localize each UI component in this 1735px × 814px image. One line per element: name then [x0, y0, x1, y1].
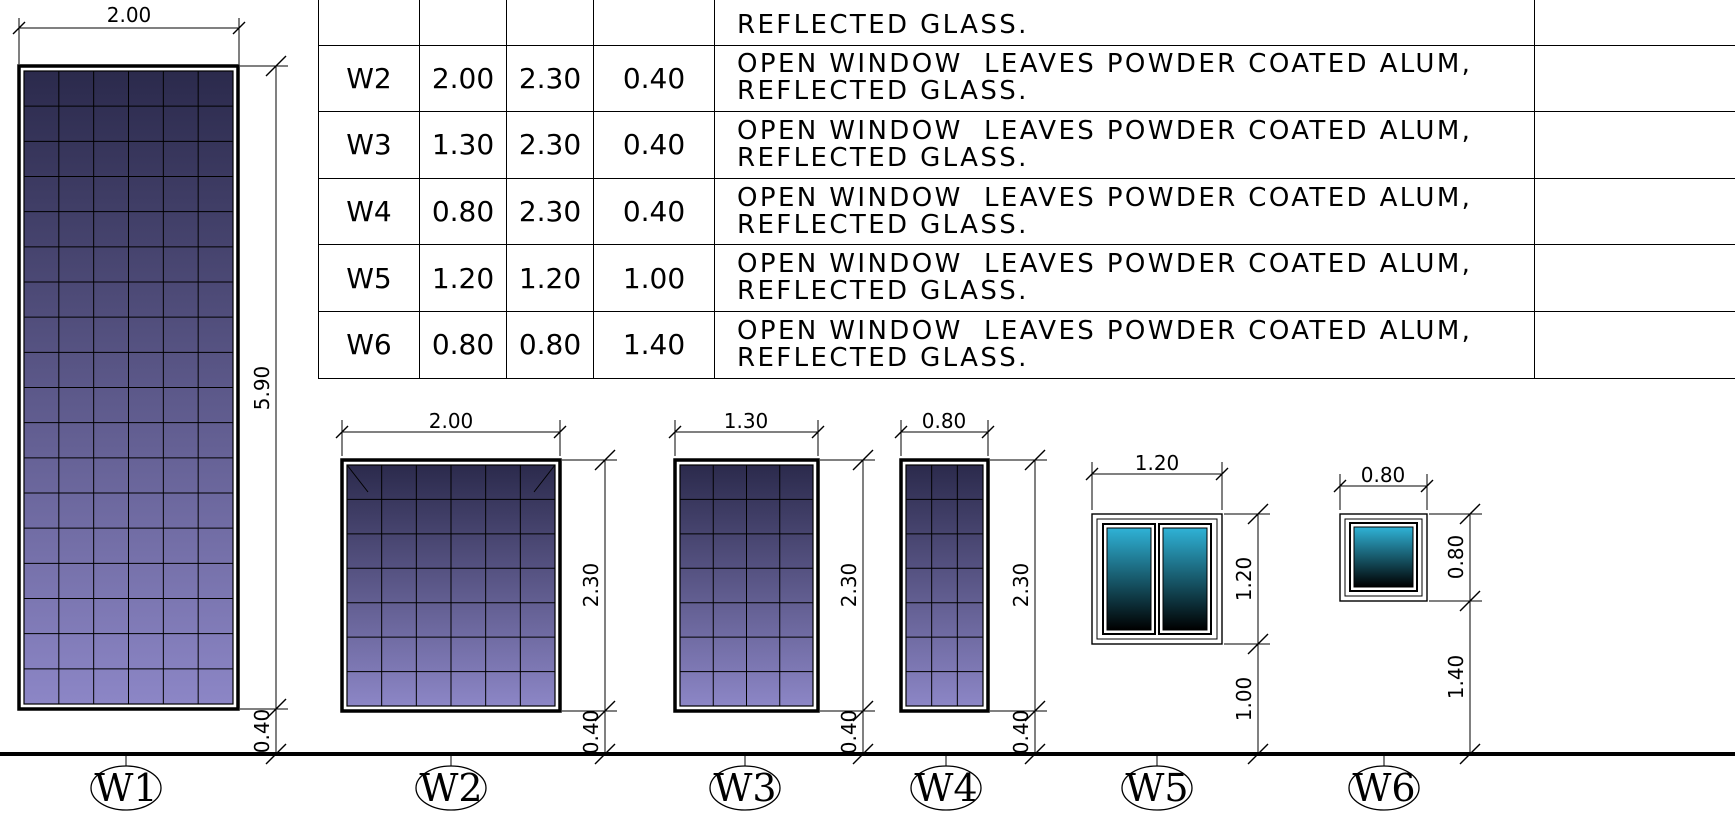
window-sash-right	[1158, 523, 1212, 635]
schedule-cell	[506, 0, 594, 46]
schedule-row: W6 0.80 0.80 1.40 OPEN WINDOW LEAVES POW…	[318, 310, 1735, 379]
dimension-tick	[1247, 743, 1269, 765]
description-line: OPEN WINDOW LEAVES POWDER COATED ALUM,	[737, 115, 1473, 146]
schedule-cell-sill: 0.40	[593, 111, 715, 179]
schedule-cell-sill: 1.00	[593, 244, 715, 312]
window-glass-clear	[1353, 526, 1414, 588]
sill-dimension-label: 0.40	[837, 710, 861, 755]
dimension-tick	[594, 743, 616, 765]
window-tag-label: W5	[1125, 766, 1188, 810]
window-tag-label: W2	[419, 766, 482, 810]
window-elevation-w6: 0.80 0.80 1.40 W6	[1333, 463, 1482, 811]
schedule-cell-description: OPEN WINDOW LEAVES POWDER COATED ALUM, RE…	[714, 177, 1535, 246]
schedule-cell-remark	[1534, 111, 1735, 179]
glazing-grid	[680, 465, 813, 706]
schedule-cell-height: 2.30	[506, 111, 594, 179]
schedule-cell-remark	[1534, 310, 1735, 379]
height-dimension-label: 0.80	[1444, 535, 1468, 580]
window-elevation-w4: 0.80 2.30 0.40 W4	[894, 409, 1047, 811]
window-elevation-w1: 2.00 5.90 0.40 W1	[12, 3, 288, 811]
window-sash-left	[1102, 523, 1156, 635]
schedule-cell-remark	[1534, 44, 1735, 113]
window-sash	[1349, 522, 1418, 592]
dimension-tick	[265, 743, 287, 765]
schedule-row: W3 1.30 2.30 0.40 OPEN WINDOW LEAVES POW…	[318, 111, 1735, 179]
dimension-tick	[1024, 743, 1046, 765]
window-elevation-w5: 1.20 1.20 1.00 W5	[1085, 451, 1270, 811]
schedule-cell-code: W6	[318, 310, 420, 379]
window-frame	[673, 458, 820, 713]
sill-dimension-label: 0.40	[250, 709, 274, 754]
schedule-cell-height: 1.20	[506, 244, 594, 312]
dimension-tick	[1459, 743, 1481, 765]
window-glass-clear	[1162, 527, 1208, 631]
description-line: OPEN WINDOW LEAVES POWDER COATED ALUM,	[737, 182, 1473, 213]
window-schedule-table: REFLECTED GLASS. W2 2.00 2.30 0.40 OPEN …	[318, 0, 1735, 379]
schedule-cell-width: 1.30	[419, 111, 507, 179]
height-dimension-label: 2.30	[579, 563, 603, 608]
schedule-cell-width: 1.20	[419, 244, 507, 312]
schedule-cell-sill: 0.40	[593, 44, 715, 113]
description-line: REFLECTED GLASS.	[737, 9, 1029, 40]
description-line: OPEN WINDOW LEAVES POWDER COATED ALUM,	[737, 49, 1473, 80]
dimension-tick	[852, 743, 874, 765]
height-dimension-label: 2.30	[1009, 563, 1033, 608]
height-dimension-label: 5.90	[250, 366, 274, 411]
glazing-grid	[347, 465, 555, 706]
description-line: REFLECTED GLASS.	[737, 76, 1029, 107]
window-frame	[899, 458, 990, 713]
window-tag-label: W1	[94, 766, 157, 810]
schedule-cell-width: 0.80	[419, 177, 507, 246]
description-line: REFLECTED GLASS.	[737, 209, 1029, 240]
width-dimension-label: 2.00	[107, 3, 152, 27]
sill-dimension-label: 0.40	[1009, 710, 1033, 755]
schedule-cell-remark	[1534, 244, 1735, 312]
width-dimension-label: 1.30	[724, 409, 769, 433]
schedule-cell-height: 0.80	[506, 310, 594, 379]
width-dimension-label: 1.20	[1135, 451, 1180, 475]
schedule-cell-code: W4	[318, 177, 420, 246]
description-line: REFLECTED GLASS.	[737, 276, 1029, 307]
schedule-cell-sill: 0.40	[593, 177, 715, 246]
description-line: REFLECTED GLASS.	[737, 342, 1029, 373]
description-line: REFLECTED GLASS.	[737, 142, 1029, 173]
window-tag-label: W3	[713, 766, 776, 810]
window-frame-inner	[1344, 518, 1423, 597]
window-tag-label: W6	[1352, 766, 1415, 810]
schedule-row: W4 0.80 2.30 0.40 OPEN WINDOW LEAVES POW…	[318, 177, 1735, 246]
description-line: OPEN WINDOW LEAVES POWDER COATED ALUM,	[737, 249, 1473, 280]
schedule-row: W5 1.20 1.20 1.00 OPEN WINDOW LEAVES POW…	[318, 244, 1735, 312]
window-elevation-w2: 2.00 2.30 0.40 W2	[335, 409, 617, 811]
window-frame-inner	[1096, 518, 1218, 640]
description-line: OPEN WINDOW LEAVES POWDER COATED ALUM,	[737, 315, 1473, 346]
schedule-cell-description: OPEN WINDOW LEAVES POWDER COATED ALUM, RE…	[714, 310, 1535, 379]
width-dimension-label: 2.00	[429, 409, 474, 433]
window-frame	[340, 458, 562, 713]
window-frame	[17, 64, 240, 711]
window-elevation-w3: 1.30 2.30 0.40 W3	[668, 409, 875, 811]
schedule-cell-height: 2.30	[506, 44, 594, 113]
height-dimension-label: 2.30	[837, 563, 861, 608]
schedule-cell-remark	[1534, 177, 1735, 246]
frame-corner-line	[346, 464, 369, 493]
schedule-cell-sill: 1.40	[593, 310, 715, 379]
window-glass-clear	[1106, 527, 1152, 631]
window-tag-label: W4	[914, 766, 977, 810]
sill-dimension-label: 0.40	[579, 710, 603, 755]
glazing-grid	[906, 465, 983, 706]
schedule-cell-width: 0.80	[419, 310, 507, 379]
schedule-cell-description: OPEN WINDOW LEAVES POWDER COATED ALUM, RE…	[714, 111, 1535, 179]
schedule-cell	[318, 0, 420, 46]
width-dimension-label: 0.80	[1361, 463, 1406, 487]
sill-dimension-label: 1.00	[1232, 677, 1256, 722]
schedule-cell-code: W3	[318, 111, 420, 179]
sill-dimension-label: 1.40	[1444, 655, 1468, 700]
window-glass-tiled	[905, 464, 984, 707]
width-dimension-label: 0.80	[922, 409, 967, 433]
height-dimension-label: 1.20	[1232, 557, 1256, 602]
frame-corner-line	[533, 464, 556, 493]
glazing-grid	[24, 71, 233, 704]
